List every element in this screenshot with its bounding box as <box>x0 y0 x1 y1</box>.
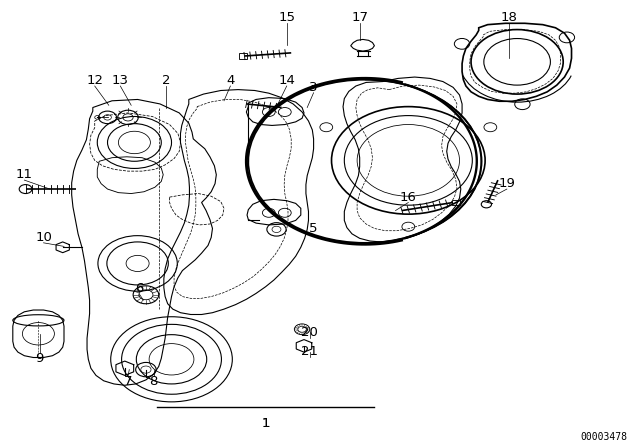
Text: 18: 18 <box>500 11 517 25</box>
Text: 14: 14 <box>278 74 295 87</box>
Text: 19: 19 <box>499 177 515 190</box>
Text: 20: 20 <box>301 326 318 339</box>
Text: 16: 16 <box>400 190 417 204</box>
Text: 5: 5 <box>309 222 318 235</box>
Text: 1: 1 <box>261 417 270 430</box>
Text: 4: 4 <box>226 74 235 87</box>
Text: 3: 3 <box>309 81 318 94</box>
Text: 00003478: 00003478 <box>580 432 627 442</box>
Bar <box>452 200 460 205</box>
Text: 8: 8 <box>149 375 158 388</box>
Text: 9: 9 <box>35 352 44 365</box>
Text: 11: 11 <box>16 168 33 181</box>
Text: 13: 13 <box>112 74 129 87</box>
Text: 10: 10 <box>35 231 52 244</box>
Text: 7: 7 <box>124 375 132 388</box>
Text: 2: 2 <box>162 74 171 87</box>
Text: 1: 1 <box>261 417 270 430</box>
Text: 12: 12 <box>86 74 103 87</box>
Text: 6: 6 <box>135 282 144 296</box>
Text: 17: 17 <box>352 11 369 25</box>
Text: 21: 21 <box>301 345 318 358</box>
Text: 15: 15 <box>278 11 295 25</box>
Bar <box>239 53 247 59</box>
